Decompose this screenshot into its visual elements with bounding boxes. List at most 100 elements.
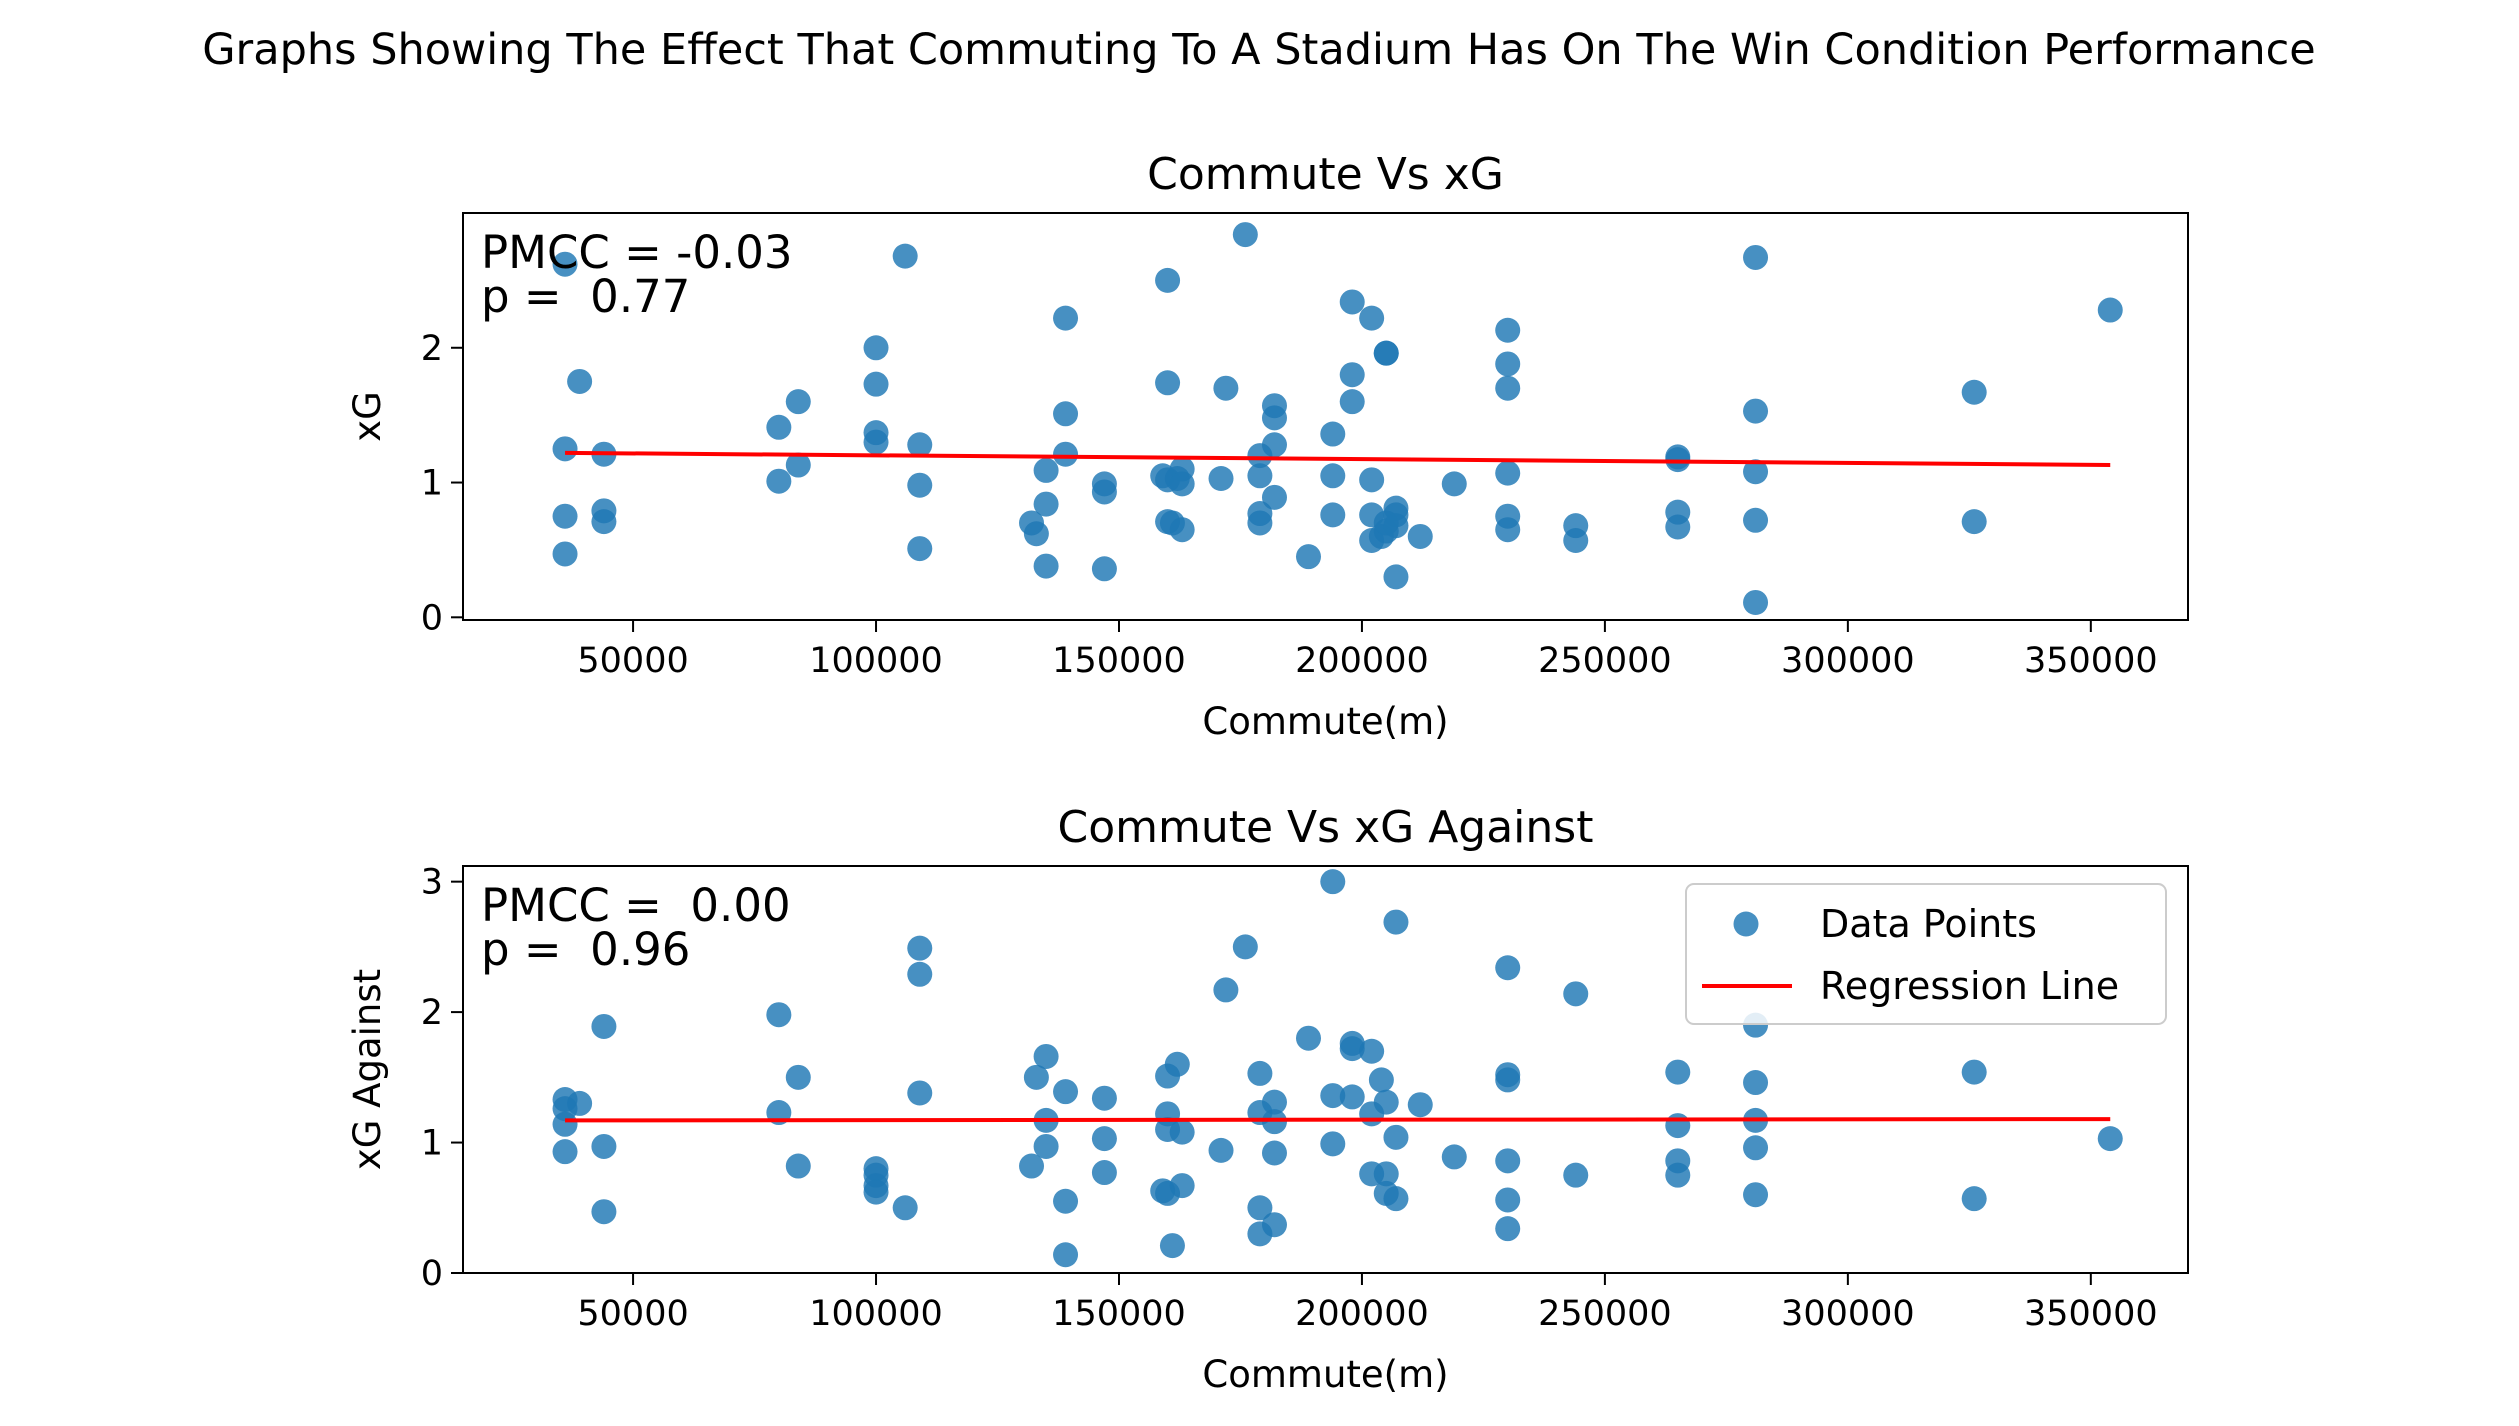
data-point [1359,305,1385,331]
data-point [1339,289,1365,315]
data-point [1373,340,1399,366]
data-point [1091,1085,1117,1111]
data-point [1961,379,1987,405]
data-point [1261,1212,1287,1238]
data-point [1495,351,1521,377]
x-tick-label: 200000 [1295,1294,1429,1334]
data-point [1495,955,1521,981]
x-tick-label: 150000 [1052,1294,1186,1334]
data-point [1023,1064,1049,1090]
y-tick-label: 3 [421,863,443,903]
data-point [1743,1070,1769,1096]
data-point [1053,1242,1079,1268]
data-point [863,371,889,397]
data-point [892,1195,918,1221]
data-point [567,1090,593,1116]
data-point [552,251,578,277]
data-point [552,1139,578,1165]
data-point [1495,317,1521,343]
data-point [2097,1126,2123,1152]
data-point [1164,1051,1190,1077]
data-point [1091,479,1117,505]
data-point [1383,909,1409,935]
data-point [1232,222,1258,248]
data-point [1261,1140,1287,1166]
data-point [1743,459,1769,485]
data-point [1033,491,1059,517]
p-value-annotation: p = 0.96 [481,923,690,976]
data-point [567,368,593,394]
data-point [1495,375,1521,401]
data-point [1053,1188,1079,1214]
data-point [1247,1060,1273,1086]
data-point [1665,514,1691,540]
data-point [1743,1182,1769,1208]
data-point [1665,1113,1691,1139]
legend-label: Data Points [1820,902,2037,946]
data-point [1169,471,1195,497]
data-point [785,1153,811,1179]
x-tick-label: 300000 [1781,641,1915,681]
data-point [766,468,792,494]
x-axis-label: Commute(m) [1202,700,1448,743]
data-point [1033,1133,1059,1159]
data-point [1441,471,1467,497]
data-point [785,1064,811,1090]
data-point [552,436,578,462]
x-tick-label: 250000 [1538,641,1672,681]
x-tick-label: 350000 [2024,1294,2158,1334]
data-point [1495,1067,1521,1093]
data-point [1320,1131,1346,1157]
x-tick-label: 250000 [1538,1294,1672,1334]
data-point [907,432,933,458]
data-point [863,335,889,361]
data-point [1208,465,1234,491]
y-tick-label: 0 [421,598,443,638]
data-point [552,503,578,529]
y-axis-label: xG Against [346,969,389,1170]
data-point [1213,375,1239,401]
y-tick-label: 1 [421,464,443,504]
data-point [1495,460,1521,486]
data-points [552,222,2123,615]
data-point [591,1199,617,1225]
legend: Data Points Regression Line [1685,883,2167,1025]
data-point [1373,1161,1399,1187]
data-point [1033,457,1059,483]
data-point [1261,1089,1287,1115]
data-point [1743,589,1769,615]
data-point [1495,1187,1521,1213]
data-point [907,536,933,562]
data-point [591,1133,617,1159]
y-axis-label: xG [346,391,389,442]
data-point [1383,1186,1409,1212]
data-point [1091,1160,1117,1186]
x-tick-label: 50000 [577,1294,688,1334]
data-point [785,389,811,415]
data-point [1247,510,1273,536]
data-point [1441,1144,1467,1170]
data-point [1169,1173,1195,1199]
x-tick-label: 50000 [577,641,688,681]
data-point [1033,1043,1059,1069]
data-point [907,472,933,498]
data-point [1169,1119,1195,1145]
data-point [1053,1079,1079,1105]
data-point [1743,507,1769,533]
chart-title: Commute Vs xG [1147,149,1504,200]
x-tick-label: 150000 [1052,641,1186,681]
x-tick-label: 200000 [1295,641,1429,681]
data-point [2097,297,2123,323]
data-point [1053,305,1079,331]
data-point [1320,869,1346,895]
data-point [1033,553,1059,579]
data-point [591,1013,617,1039]
x-axis-label: Commute(m) [1202,1353,1448,1396]
data-point [1261,405,1287,431]
data-point [1495,517,1521,543]
data-point [1320,463,1346,489]
data-point [1247,463,1273,489]
